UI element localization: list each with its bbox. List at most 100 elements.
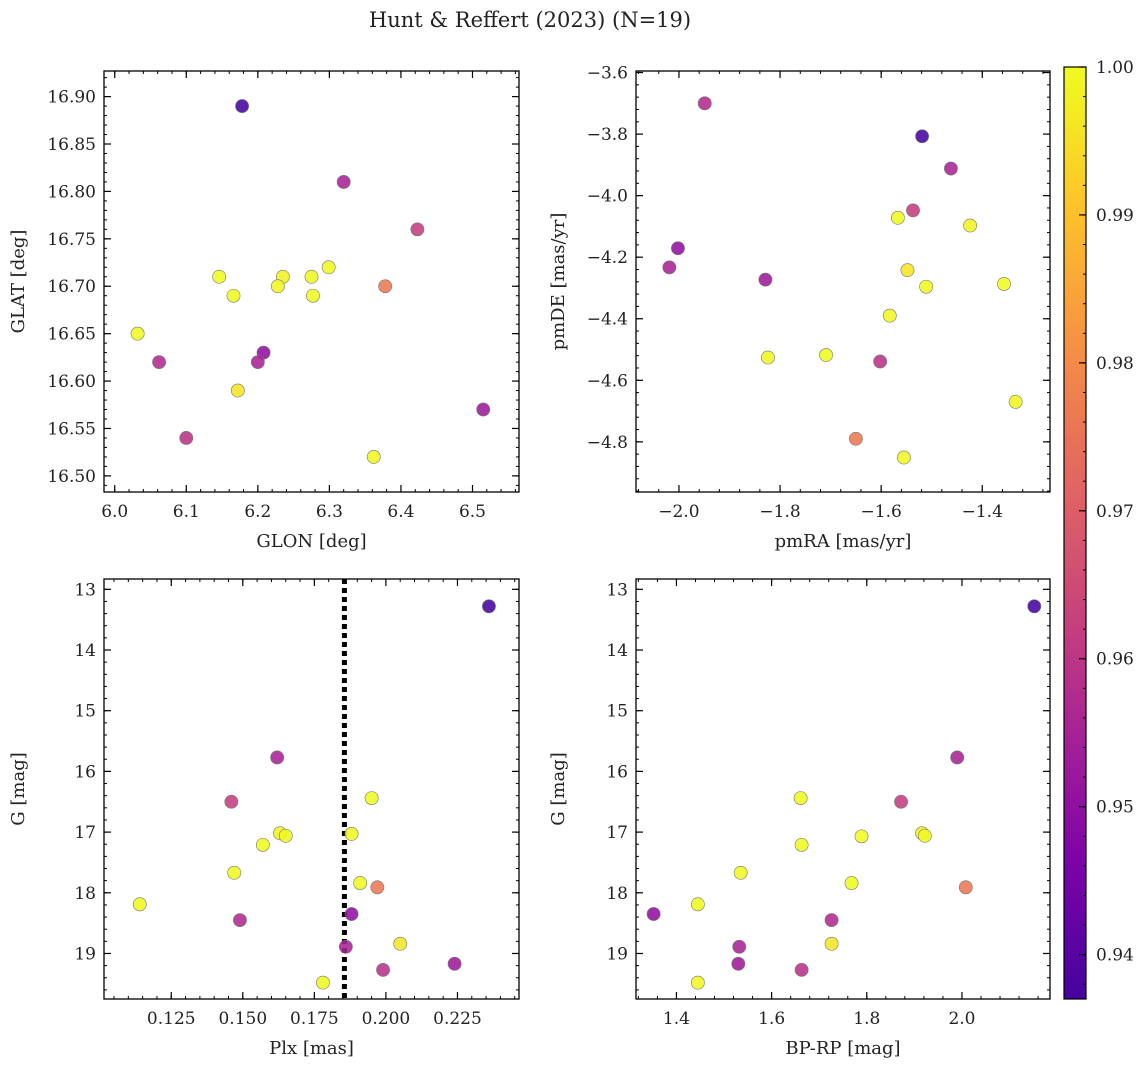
data-point (227, 865, 242, 880)
y-tick-label: −3.6 (587, 64, 628, 84)
data-point (873, 354, 888, 369)
y-tick-label: −4.0 (587, 187, 628, 207)
y-tick-label: 17 (606, 823, 628, 843)
plot-frame (635, 70, 1051, 493)
data-point (848, 431, 863, 446)
data-point (690, 897, 705, 912)
y-tick-label: −3.8 (587, 125, 628, 145)
x-tick-label: 6.5 (459, 502, 486, 522)
data-point (304, 269, 319, 284)
data-point (344, 827, 359, 841)
y-tick-label: 17 (74, 823, 96, 843)
data-point (393, 936, 408, 951)
data-point (316, 975, 330, 990)
data-point (344, 907, 359, 921)
x-tick-label: 0.175 (290, 1009, 339, 1029)
data-point (882, 308, 897, 323)
data-point (410, 222, 425, 237)
x-axis-label: pmRA [mas/yr] (775, 531, 912, 552)
x-tick-label: 6.3 (316, 502, 343, 522)
data-point (819, 348, 833, 362)
data-point (646, 907, 661, 921)
data-point (733, 865, 748, 880)
data-point (890, 210, 905, 225)
data-point (732, 939, 747, 954)
data-point (662, 260, 677, 275)
data-point (132, 897, 147, 912)
panel-color-g: 1.4 1.6 1.8 2.0 13 14 15 16 17 18 19 BP-RP [mag] G [… (548, 578, 1051, 1059)
x-tick-label: 1.8 (853, 1009, 880, 1029)
data-point (958, 880, 973, 895)
data-point (697, 96, 712, 111)
y-tick-label: −4.8 (587, 433, 628, 453)
x-axis-label: GLON [deg] (256, 531, 366, 552)
colorbar: 0.94 0.95 0.96 0.97 0.98 0.99 1.00 (1063, 58, 1134, 1000)
data-point (844, 876, 859, 890)
data-point (906, 203, 920, 218)
x-tick-label: 0.225 (433, 1009, 482, 1029)
panel-pm: −2.0 −1.8 −1.6 −1.4 −4.8 −4.6 −4.4 −4.2 −4.0 −3.8… (548, 64, 1051, 552)
y-axis-label: G [mag] (548, 752, 569, 825)
colorbar-tick-label: 0.94 (1096, 946, 1134, 966)
plot-frame (635, 578, 1051, 1000)
data-point (278, 828, 293, 843)
x-axis-label: Plx [mas] (269, 1038, 354, 1059)
panel-plx-g: 0.125 0.150 0.175 0.200 0.225 13 14 15 16 17 18 19 P… (8, 578, 520, 1059)
y-tick-label: 15 (606, 702, 628, 722)
data-point (824, 936, 839, 951)
data-point (270, 279, 285, 294)
x-tick-label: 0.200 (362, 1009, 411, 1029)
x-tick-label: 6.0 (101, 502, 128, 522)
data-point (321, 260, 336, 275)
y-tick-label: 16.70 (47, 277, 96, 297)
panel-glon-glat: 6.0 6.1 6.2 6.3 6.4 6.5 16.50 16.55 16.60 16.65 16… (8, 70, 520, 552)
data-point (758, 272, 773, 287)
y-tick-label: 16 (606, 762, 628, 782)
data-point (824, 913, 839, 927)
plot-frame (103, 578, 520, 1000)
data-point (963, 218, 978, 233)
data-point (270, 750, 285, 765)
data-point (336, 175, 351, 189)
data-point (944, 161, 958, 176)
data-point (761, 350, 775, 365)
y-axis-label: G [mag] (8, 752, 29, 825)
data-point (233, 913, 247, 927)
y-tick-label: 16.75 (47, 230, 96, 250)
colorbar-tick-label: 0.98 (1096, 354, 1134, 374)
plot-frame (103, 70, 520, 493)
x-tick-label: 6.1 (173, 502, 200, 522)
y-tick-label: 13 (74, 580, 96, 600)
data-point (1008, 394, 1023, 409)
data-point (894, 794, 908, 809)
data-point (671, 241, 685, 256)
y-tick-label: 18 (606, 884, 628, 904)
data-point (152, 355, 166, 369)
figure-title: Hunt & Reffert (2023) (N=19) (369, 8, 691, 32)
data-point (482, 599, 496, 614)
x-tick-label: 1.4 (663, 1009, 690, 1029)
data-point (235, 99, 249, 113)
data-point (900, 263, 915, 278)
y-tick-label: 16.60 (47, 372, 96, 392)
y-tick-label: −4.4 (587, 310, 628, 330)
colorbar-tick-label: 0.97 (1096, 502, 1134, 522)
data-point (950, 750, 965, 765)
x-tick-label: 1.6 (758, 1009, 785, 1029)
data-point (917, 828, 932, 843)
y-tick-label: 16.85 (47, 135, 96, 155)
y-axis-label: pmDE [mas/yr] (548, 213, 569, 351)
data-point (794, 837, 809, 852)
data-point (306, 288, 320, 303)
x-tick-label: −1.6 (861, 502, 902, 522)
x-tick-label: 0.150 (218, 1009, 267, 1029)
y-tick-label: 16 (74, 762, 96, 782)
data-point (447, 956, 462, 971)
data-point (476, 402, 491, 417)
data-point (997, 277, 1011, 291)
x-tick-label: 0.125 (147, 1009, 196, 1029)
colorbar-tick-label: 0.99 (1096, 206, 1134, 226)
x-tick-label: 6.4 (387, 502, 414, 522)
data-point (130, 326, 145, 341)
